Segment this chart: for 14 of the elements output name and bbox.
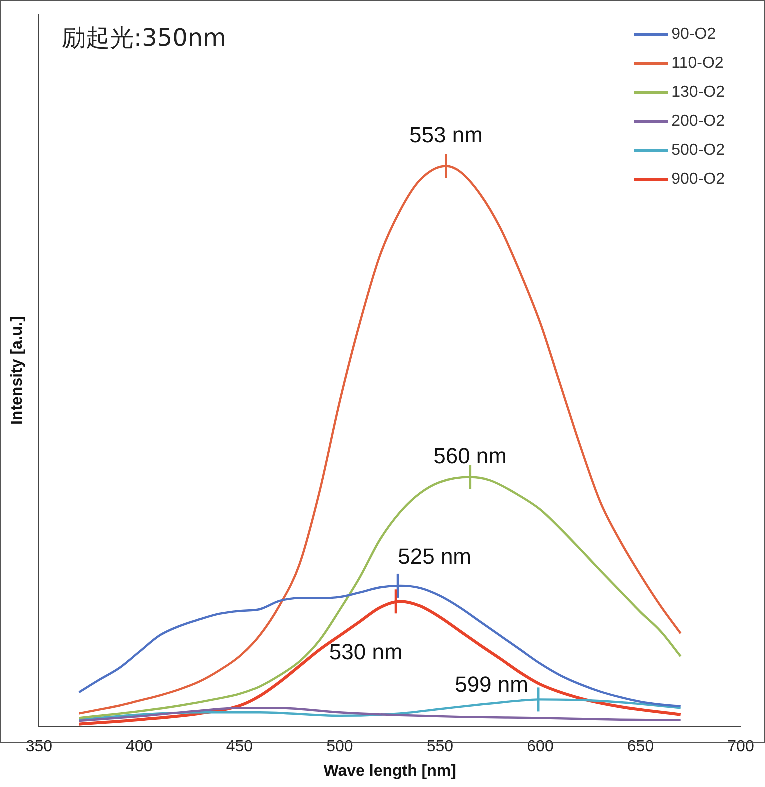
chart-title: 励起光:350nm (62, 23, 226, 54)
annotation: 599 nm (455, 672, 528, 697)
annotation: 553 nm (410, 122, 483, 148)
annotation: 530 nm (329, 640, 403, 665)
legend-label: 200-O2 (672, 112, 725, 130)
annotation: 525 nm (398, 544, 472, 570)
y-axis-title: Intensity [a.u.] (9, 316, 26, 426)
legend-label: 500-O2 (672, 142, 725, 160)
legend-label: 130-O2 (672, 84, 725, 102)
legend-label: 900-O2 (672, 170, 725, 188)
legend-label: 90-O2 (672, 26, 716, 44)
legend-label: 110-O2 (672, 54, 724, 72)
annotation: 560 nm (434, 443, 507, 468)
x-axis-title: Wave length [nm] (324, 762, 456, 780)
